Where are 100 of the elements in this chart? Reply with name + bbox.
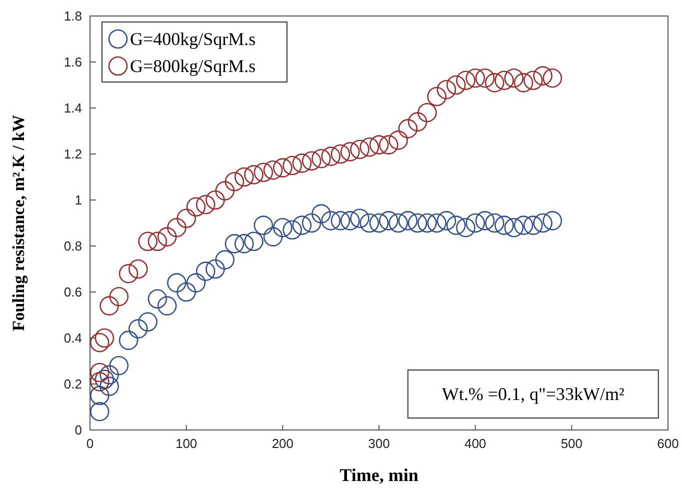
x-tick-label: 600 xyxy=(657,436,679,451)
point xyxy=(109,356,129,376)
point xyxy=(446,216,466,235)
point xyxy=(504,218,524,238)
point xyxy=(418,213,437,233)
point xyxy=(427,213,446,233)
y-axis-title: Fouling resistance, m².K / kW xyxy=(9,114,28,332)
point xyxy=(302,151,322,171)
point xyxy=(350,140,370,160)
point xyxy=(90,362,110,382)
point xyxy=(312,204,331,224)
point xyxy=(90,372,110,392)
point xyxy=(523,70,543,90)
point xyxy=(484,213,504,233)
point xyxy=(157,296,177,316)
point xyxy=(100,365,119,384)
point xyxy=(215,250,235,270)
y-tick-label: 1.4 xyxy=(64,100,82,116)
point xyxy=(360,213,380,233)
point xyxy=(475,68,495,88)
point xyxy=(254,162,274,182)
point xyxy=(263,227,283,246)
point xyxy=(215,181,235,200)
x-tick-label: 300 xyxy=(368,436,390,451)
point xyxy=(100,296,119,316)
point xyxy=(388,130,408,150)
point xyxy=(302,213,322,233)
point xyxy=(340,142,360,162)
point xyxy=(388,213,408,233)
point xyxy=(100,376,119,396)
point xyxy=(254,216,274,235)
point xyxy=(408,213,428,233)
point xyxy=(321,146,340,166)
point xyxy=(504,68,524,88)
point xyxy=(176,208,196,228)
legend-label: G=400kg/SqrM.s xyxy=(130,29,256,49)
point xyxy=(398,211,418,230)
point xyxy=(378,135,398,154)
point xyxy=(514,216,534,235)
point xyxy=(94,370,114,390)
point xyxy=(90,402,110,422)
point xyxy=(118,264,138,284)
point xyxy=(533,66,552,86)
point xyxy=(398,119,418,138)
point xyxy=(167,218,186,238)
point xyxy=(350,208,370,228)
point xyxy=(542,68,562,88)
x-tick-label: 200 xyxy=(272,436,294,451)
point xyxy=(321,211,340,230)
y-tick-label: 0.2 xyxy=(64,376,82,392)
point xyxy=(196,262,216,281)
point xyxy=(523,216,543,235)
point xyxy=(206,259,225,279)
point xyxy=(148,289,168,309)
x-tick-label: 500 xyxy=(560,436,583,451)
annotation: Wt.% =0.1, q"=33kW/m² xyxy=(442,384,624,404)
point xyxy=(466,213,485,233)
legend-label: G=800kg/SqrM.s xyxy=(130,56,256,76)
point xyxy=(90,332,110,352)
point xyxy=(378,211,398,230)
point xyxy=(157,227,177,246)
point xyxy=(282,220,302,240)
x-tick-label: 0 xyxy=(86,436,94,451)
x-axis-title: Time, min xyxy=(340,465,418,485)
point xyxy=(282,156,302,176)
point xyxy=(494,216,514,235)
x-tick-label: 400 xyxy=(464,436,486,451)
point xyxy=(224,172,244,192)
point xyxy=(475,211,495,230)
point xyxy=(446,75,466,95)
point xyxy=(427,86,446,106)
y-tick-label: 1.2 xyxy=(64,146,82,162)
point xyxy=(418,102,437,122)
point xyxy=(369,135,389,154)
point xyxy=(436,211,456,230)
point xyxy=(244,165,264,184)
point xyxy=(263,160,283,180)
point xyxy=(138,232,158,252)
point xyxy=(436,80,456,100)
point xyxy=(456,218,476,238)
point xyxy=(244,232,264,252)
point xyxy=(196,194,216,214)
point xyxy=(533,213,552,233)
y-tick-label: 0.4 xyxy=(64,330,82,346)
point xyxy=(466,68,485,88)
point xyxy=(514,73,534,92)
point xyxy=(312,148,331,168)
point xyxy=(494,70,514,90)
y-tick-label: 0.8 xyxy=(64,238,82,254)
point xyxy=(234,234,254,254)
y-tick-label: 1 xyxy=(74,192,82,208)
point xyxy=(206,190,225,210)
point xyxy=(234,167,254,187)
point xyxy=(128,259,148,279)
point xyxy=(273,158,292,178)
point xyxy=(340,211,360,230)
point xyxy=(186,273,206,292)
point xyxy=(138,312,158,332)
point xyxy=(330,211,350,230)
point xyxy=(456,70,476,90)
